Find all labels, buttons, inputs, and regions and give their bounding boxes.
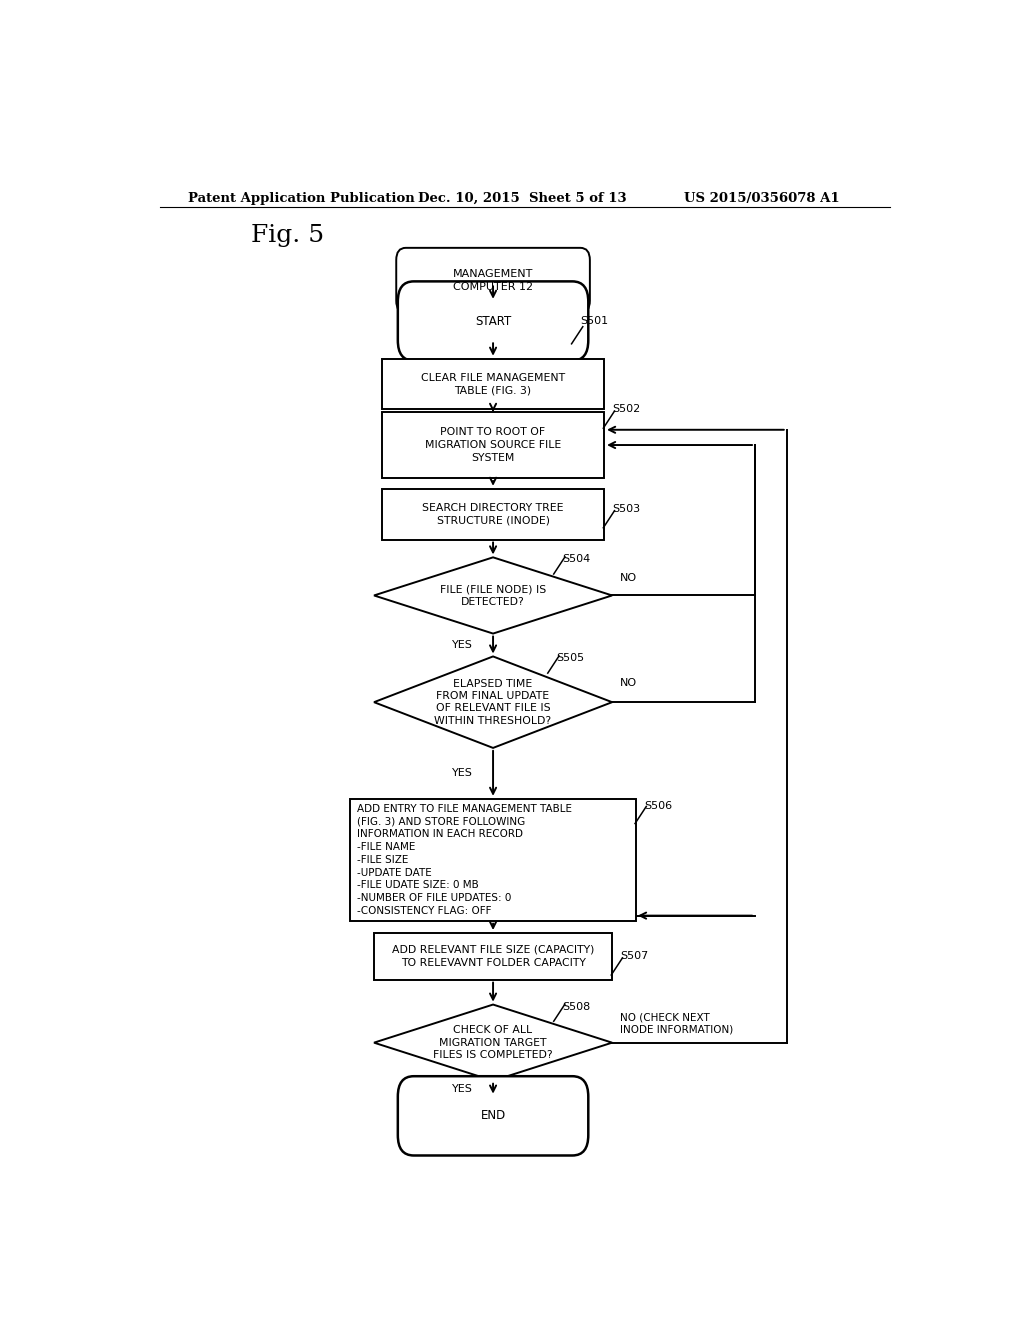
FancyBboxPatch shape [397,281,588,360]
Text: Patent Application Publication: Patent Application Publication [187,191,415,205]
Text: S503: S503 [612,504,640,513]
Text: NO (CHECK NEXT
INODE INFORMATION): NO (CHECK NEXT INODE INFORMATION) [620,1012,733,1035]
Polygon shape [374,656,612,748]
FancyBboxPatch shape [382,488,604,540]
Text: START: START [475,314,511,327]
Text: S501: S501 [581,315,608,326]
FancyBboxPatch shape [396,248,590,313]
FancyBboxPatch shape [350,799,636,921]
Text: S506: S506 [644,801,672,810]
Text: MANAGEMENT
COMPUTER 12: MANAGEMENT COMPUTER 12 [453,269,534,292]
Text: FILE (FILE NODE) IS
DETECTED?: FILE (FILE NODE) IS DETECTED? [440,585,546,607]
Text: Dec. 10, 2015  Sheet 5 of 13: Dec. 10, 2015 Sheet 5 of 13 [418,191,627,205]
Text: CHECK OF ALL
MIGRATION TARGET
FILES IS COMPLETED?: CHECK OF ALL MIGRATION TARGET FILES IS C… [433,1026,553,1060]
Polygon shape [374,1005,612,1081]
Text: S507: S507 [620,952,648,961]
Text: POINT TO ROOT OF
MIGRATION SOURCE FILE
SYSTEM: POINT TO ROOT OF MIGRATION SOURCE FILE S… [425,428,561,463]
Text: SEARCH DIRECTORY TREE
STRUCTURE (INODE): SEARCH DIRECTORY TREE STRUCTURE (INODE) [422,503,564,525]
Text: YES: YES [453,1084,473,1094]
Text: END: END [480,1109,506,1122]
FancyBboxPatch shape [397,1076,588,1155]
Text: NO: NO [620,678,637,688]
Text: CLEAR FILE MANAGEMENT
TABLE (FIG. 3): CLEAR FILE MANAGEMENT TABLE (FIG. 3) [421,372,565,396]
Text: ELAPSED TIME
FROM FINAL UPDATE
OF RELEVANT FILE IS
WITHIN THRESHOLD?: ELAPSED TIME FROM FINAL UPDATE OF RELEVA… [434,678,552,726]
FancyBboxPatch shape [382,359,604,409]
Text: ADD RELEVANT FILE SIZE (CAPACITY)
TO RELEVAVNT FOLDER CAPACITY: ADD RELEVANT FILE SIZE (CAPACITY) TO REL… [392,945,594,968]
Text: YES: YES [453,640,473,649]
FancyBboxPatch shape [374,933,612,979]
Text: S508: S508 [562,1002,591,1011]
Polygon shape [374,557,612,634]
Text: YES: YES [453,768,473,779]
Text: S504: S504 [562,554,591,564]
Text: S505: S505 [557,653,585,664]
Text: Fig. 5: Fig. 5 [251,224,325,247]
Text: ADD ENTRY TO FILE MANAGEMENT TABLE
(FIG. 3) AND STORE FOLLOWING
INFORMATION IN E: ADD ENTRY TO FILE MANAGEMENT TABLE (FIG.… [356,804,571,916]
Text: US 2015/0356078 A1: US 2015/0356078 A1 [684,191,839,205]
Text: S502: S502 [612,404,640,414]
FancyBboxPatch shape [382,412,604,478]
Text: NO: NO [620,573,637,583]
